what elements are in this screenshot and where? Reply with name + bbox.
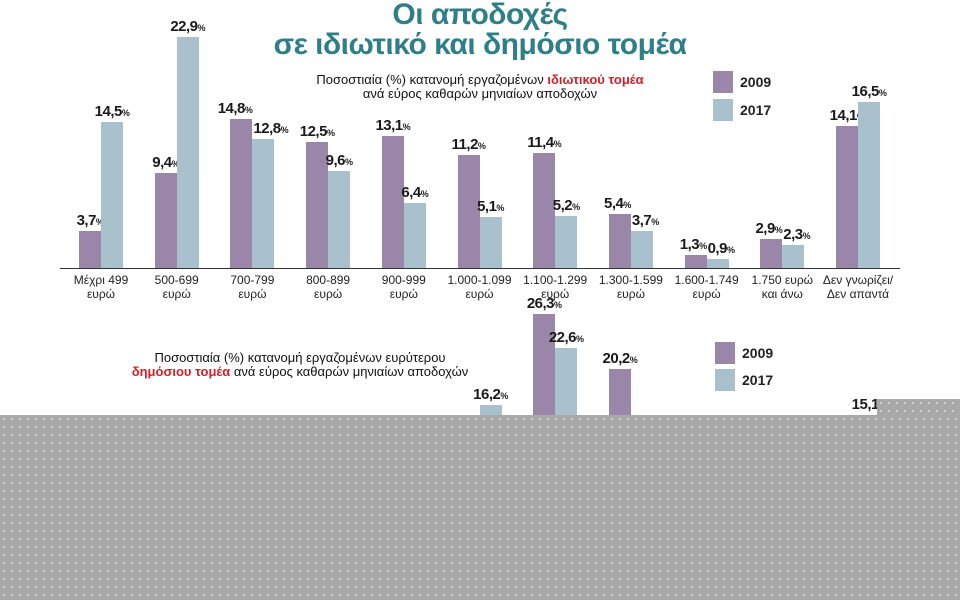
data-label-2017-10: 16,5% (851, 82, 887, 100)
x-tick-label: 1.300-1.599 ευρώ (598, 273, 663, 301)
legend-swatch-2017 (713, 99, 733, 121)
bar-2009-3 (306, 142, 329, 268)
subtitle-text: ανά εύρος καθαρών μηνιαίων αποδοχών (362, 86, 598, 101)
subtitle-highlight: δημόσιου τομέα (131, 364, 231, 379)
legend-2017: 2017 (715, 369, 773, 391)
bar-2017-1 (176, 37, 199, 268)
bar-2017-4 (403, 203, 426, 268)
legend-2009: 2009 (715, 342, 773, 364)
legend-label: 2009 (742, 345, 774, 361)
chart-title: Οι αποδοχές σε ιδιωτικό και δημόσιο τομέ… (0, 0, 960, 60)
private-subtitle: Ποσοστιαία (%) κατανομή εργαζομένων ιδιω… (270, 73, 690, 101)
bar-2009-4 (381, 135, 404, 268)
data-label-2009-9: 2,9% (755, 219, 783, 237)
data-label-2009-6: 11,4% (527, 134, 562, 152)
x-tick-label: Δεν γνωρίζει/Δεν απαντά (822, 273, 894, 301)
occluding-overlay (877, 399, 960, 415)
data-label-2009-7: 5,4% (604, 194, 631, 212)
data-label-2017-0: 14,5% (94, 102, 130, 120)
bar-2017-2 (252, 138, 275, 268)
data-label-2009-7: 20,2% (602, 350, 638, 368)
x-tick-label: 800-899 ευρώ (306, 273, 351, 301)
data-label-2009-5: 11,2% (451, 136, 486, 154)
bar-2009-0 (79, 230, 101, 268)
legend-label: 2009 (740, 74, 772, 90)
bar-2017-0 (101, 121, 123, 268)
bar-2009-5 (457, 155, 480, 268)
data-label-2017-9: 2,3% (783, 225, 811, 243)
occluding-overlay (0, 415, 960, 600)
data-label-2017-5: 5,1% (477, 197, 504, 215)
x-tick-label: 1.750 ευρώ και άνω (751, 273, 814, 301)
bar-2017-10 (858, 101, 880, 268)
data-label-2009-8: 1,3% (679, 235, 707, 253)
bar-2017-3 (328, 171, 351, 268)
bar-2017-5 (479, 216, 502, 268)
data-label-2009-6: 26,3% (526, 295, 562, 313)
bar-2009-9 (760, 238, 783, 268)
legend-label: 2017 (740, 102, 772, 118)
x-tick-label: 500-699 ευρώ (154, 273, 199, 301)
x-tick-label: 900-999 ευρώ (381, 273, 426, 301)
data-label-2017-7: 3,7% (631, 211, 659, 229)
legend-2017: 2017 (713, 99, 771, 121)
data-label-2017-6: 5,2% (552, 196, 580, 214)
bar-2009-8 (684, 254, 707, 268)
bar-2017-9 (782, 244, 805, 268)
bar-2009-10 (836, 125, 858, 268)
legend-label: 2017 (742, 372, 774, 388)
legend-swatch-2009 (715, 342, 735, 364)
bar-2009-7 (608, 213, 631, 268)
legend-swatch-2009 (713, 71, 733, 93)
data-label-2017-4: 6,4% (401, 184, 429, 202)
data-label-2009-2: 14,8% (217, 99, 253, 117)
bar-2009-2 (230, 118, 253, 268)
bar-2017-8 (706, 258, 729, 268)
x-tick-label: 700-799 ευρώ (230, 273, 275, 301)
data-label-2017-6: 22,6% (548, 328, 584, 346)
data-label-2017-2: 12,8% (253, 119, 289, 137)
data-label-2017-5: 16,2% (473, 386, 508, 404)
x-tick-label: 1.000-1.099 ευρώ (447, 273, 512, 301)
subtitle-text: Ποσοστιαία (%) κατανομή εργαζομένων ευρύ… (154, 350, 446, 365)
data-label-2017-1: 22,9% (170, 18, 206, 36)
x-axis (60, 268, 900, 269)
x-tick-label: Μέχρι 499 ευρώ (73, 273, 129, 301)
bar-2017-6 (555, 215, 578, 268)
bar-2009-6 (533, 153, 556, 268)
subtitle-highlight: ιδιωτικού τομέα (547, 72, 644, 87)
data-label-2017-3: 9,6% (325, 152, 353, 170)
title-line-2: σε ιδιωτικό και δημόσιο τομέα (273, 28, 687, 61)
data-label-2009-3: 12,5% (299, 123, 335, 140)
title-line-1: Οι αποδοχές (392, 0, 568, 31)
subtitle-text: Ποσοστιαία (%) κατανομή εργαζομένων (316, 72, 548, 87)
public-subtitle: Ποσοστιαία (%) κατανομή εργαζομένων ευρύ… (100, 351, 500, 379)
data-label-2009-1: 9,4% (152, 154, 180, 172)
legend-2009: 2009 (713, 71, 771, 93)
x-tick-label: 1.600-1.749 ευρώ (674, 273, 739, 301)
data-label-2017-8: 0,9% (707, 239, 735, 257)
data-label-2009-0: 3,7% (76, 211, 104, 229)
subtitle-text: ανά εύρος καθαρών μηνιαίων αποδοχών (230, 364, 469, 379)
bar-2009-1 (154, 173, 177, 268)
data-label-2009-4: 13,1% (375, 116, 411, 134)
legend-swatch-2017 (715, 369, 735, 391)
x-tick-label: 1.100-1.299 ευρώ (523, 273, 588, 301)
bar-2017-7 (630, 230, 653, 268)
